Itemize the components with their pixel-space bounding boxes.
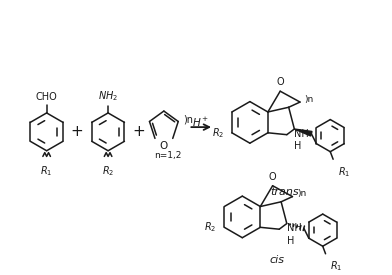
Text: H: H	[287, 236, 294, 246]
Text: +: +	[71, 124, 83, 139]
Text: O: O	[160, 141, 168, 151]
Text: O: O	[269, 172, 276, 182]
Text: cis: cis	[270, 255, 285, 265]
Text: $NH_2$: $NH_2$	[98, 89, 118, 103]
Text: $R_1$: $R_1$	[338, 165, 350, 179]
Text: H: H	[294, 141, 302, 151]
Polygon shape	[294, 129, 312, 136]
Text: $R_1$: $R_1$	[40, 164, 53, 178]
Text: n=1,2: n=1,2	[154, 151, 181, 160]
Text: $R_2$: $R_2$	[102, 164, 114, 178]
Text: )n: )n	[297, 189, 307, 198]
Text: NH: NH	[287, 223, 301, 233]
Text: O: O	[276, 78, 284, 87]
Text: )n: )n	[183, 115, 193, 125]
Text: trans: trans	[270, 187, 299, 197]
Text: $H^+$: $H^+$	[192, 116, 209, 129]
Text: CHO: CHO	[36, 92, 58, 101]
Text: NH: NH	[294, 129, 309, 139]
Text: $R_2$: $R_2$	[204, 221, 217, 234]
Text: $R_1$: $R_1$	[330, 259, 343, 273]
Text: $R_2$: $R_2$	[212, 126, 224, 140]
Text: )n: )n	[305, 95, 314, 104]
Text: +: +	[132, 124, 145, 139]
